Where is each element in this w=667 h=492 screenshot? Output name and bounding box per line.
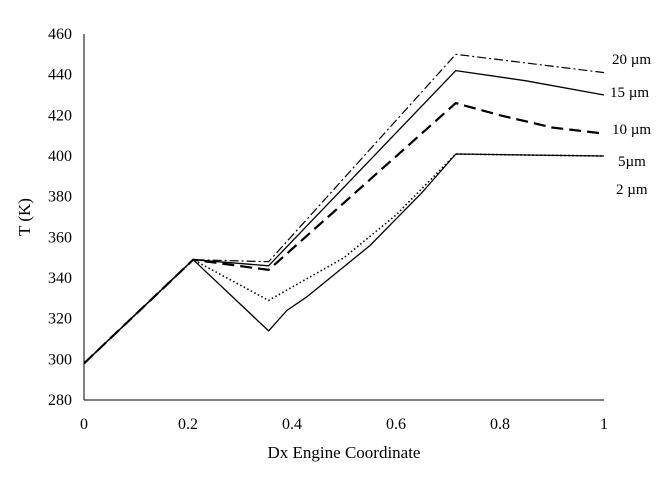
series-line-3	[83, 153, 605, 364]
series-line-1	[83, 69, 605, 364]
y-ticks: 280 300 320 340 360 380 400 420 440 460	[48, 26, 72, 409]
y-tick-label: 440	[48, 67, 72, 84]
x-tick-label: 1	[600, 416, 608, 433]
x-tick-label: 0.8	[490, 416, 510, 433]
series-label: 20 µm	[612, 52, 651, 68]
y-tick-label: 280	[48, 392, 72, 409]
series-label: 15 µm	[610, 85, 649, 101]
x-axis-label: Dx Engine Coordinate	[268, 443, 421, 462]
y-tick-label: 400	[48, 148, 72, 165]
series-line-4	[83, 153, 605, 364]
y-tick-label: 420	[48, 107, 72, 124]
axes	[83, 34, 604, 401]
x-tick-label: 0.4	[282, 416, 302, 433]
series-labels: 20 µm 15 µm 10 µm 5µm 2 µm	[610, 52, 651, 198]
x-ticks: 0 0.2 0.4 0.6 0.8 1	[80, 416, 608, 433]
y-tick-label: 340	[48, 270, 72, 287]
y-tick-label: 460	[48, 26, 72, 43]
series-label: 10 µm	[612, 122, 651, 138]
series-line-0	[83, 53, 605, 364]
y-tick-label: 380	[48, 189, 72, 206]
y-axis-label: T (K)	[15, 198, 34, 236]
x-tick-label: 0	[80, 416, 88, 433]
y-tick-label: 320	[48, 311, 72, 328]
x-tick-label: 0.6	[386, 416, 406, 433]
y-tick-label: 360	[48, 229, 72, 246]
x-tick-label: 0.2	[178, 416, 198, 433]
y-tick-label: 300	[48, 351, 72, 368]
series-label: 2 µm	[616, 182, 648, 198]
series-label: 5µm	[618, 154, 646, 170]
series-line-2	[83, 101, 605, 365]
series-lines	[83, 53, 605, 365]
